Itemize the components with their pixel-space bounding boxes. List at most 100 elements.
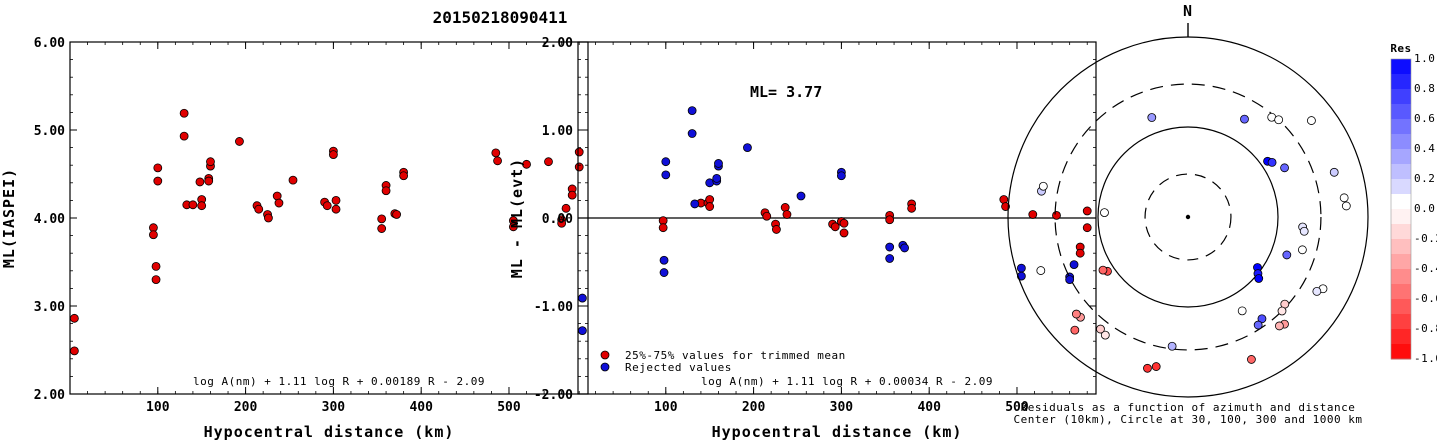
left-data-point (377, 214, 387, 224)
colorbar-segment (1391, 239, 1411, 255)
middle-rejected-point (659, 255, 669, 265)
left-data-point (522, 159, 531, 169)
left-data-point (151, 261, 161, 271)
left-data-point (322, 201, 332, 211)
middle-trimmed-point (830, 222, 840, 232)
left-data-point (188, 200, 198, 210)
north-label: N (1183, 2, 1193, 20)
left-data-point (151, 275, 161, 285)
colorbar-title: Res (1390, 42, 1411, 55)
station-residual-marker (1151, 362, 1161, 371)
left-data-point (377, 224, 387, 233)
left-data-point (544, 157, 553, 167)
station-residual-marker (1254, 274, 1264, 283)
middle-formula: log A(nm) + 1.11 log R + 0.00034 R - 2.0… (701, 375, 993, 388)
left-data-point (574, 162, 584, 172)
left-data-point (153, 163, 163, 173)
station-residual-marker (1274, 321, 1284, 331)
left-y-tick-label: 5.00 (34, 124, 65, 139)
middle-rejected-point (661, 170, 671, 180)
colorbar-segment (1391, 224, 1411, 240)
left-data-point (206, 157, 215, 167)
station-residual-marker (1247, 355, 1256, 364)
station-residual-marker (1070, 325, 1080, 335)
station-residual-marker (1297, 245, 1307, 255)
middle-x-tick-label: 300 (830, 400, 854, 415)
station-residual-marker (1312, 286, 1322, 296)
middle-rejected-point (885, 254, 895, 263)
left-data-point (328, 150, 338, 160)
left-data-point (399, 171, 409, 181)
left-data-point (557, 218, 567, 228)
colorbar-segment (1391, 329, 1411, 345)
middle-rejected-point (885, 242, 895, 252)
left-data-point (264, 213, 273, 223)
colorbar-segment (1391, 74, 1411, 90)
colorbar-tick-label: -0.8 (1414, 322, 1437, 335)
colorbar-segment (1391, 269, 1411, 285)
middle-trimmed-point (705, 202, 715, 211)
station-residual-marker (1277, 306, 1287, 316)
left-data-point (331, 195, 341, 205)
left-data-point (491, 148, 501, 158)
colorbar-segment (1391, 314, 1411, 330)
middle-rejected-point (659, 268, 669, 277)
legend-marker (600, 350, 610, 360)
colorbar-segment (1391, 284, 1411, 300)
colorbar-segment (1391, 179, 1411, 195)
colorbar-segment (1391, 89, 1411, 105)
colorbar-tick-label: 0.8 (1414, 82, 1435, 95)
colorbar-tick-label: 0.0 (1414, 202, 1435, 215)
middle-trimmed-point (1028, 210, 1038, 219)
middle-y-tick-label: -1.00 (534, 300, 573, 315)
left-x-tick-label: 300 (322, 400, 346, 415)
left-data-point (392, 210, 402, 219)
left-data-point (69, 346, 79, 356)
station-residual-marker (1282, 250, 1292, 260)
left-x-tick-label: 500 (497, 400, 521, 415)
left-data-point (274, 198, 284, 208)
station-residual-marker (1038, 181, 1048, 191)
middle-trimmed-point (1052, 210, 1061, 220)
colorbar-tick-label: -0.4 (1414, 262, 1437, 275)
left-data-point (69, 313, 79, 323)
left-data-point (381, 186, 391, 196)
colorbar-segment (1391, 119, 1411, 135)
colorbar-tick-label: -0.2 (1414, 232, 1437, 245)
ml-annotation: ML= 3.77 (750, 83, 822, 101)
colorbar-tick-label: 1.0 (1414, 52, 1435, 65)
station-residual-marker (1036, 266, 1046, 275)
polar-center-dot (1185, 214, 1191, 220)
colorbar-tick-label: 0.2 (1414, 172, 1435, 185)
station-residual-marker (1167, 341, 1177, 351)
middle-x-axis-label: Hypocentral distance (km) (712, 423, 963, 441)
middle-y-axis-label: ML - ML(evt) (508, 158, 526, 278)
left-data-point (235, 137, 244, 146)
middle-rejected-point (1069, 260, 1079, 270)
colorbar-frame (1390, 58, 1412, 360)
polar-ring-300km (1054, 83, 1322, 351)
station-residual-marker (1339, 193, 1349, 203)
station-residual-marker (1329, 167, 1339, 177)
middle-y-tick-label: 2.00 (542, 36, 573, 51)
middle-trimmed-point (1075, 248, 1085, 258)
legend-label: 25%-75% values for trimmed mean (625, 349, 846, 362)
left-y-tick-label: 2.00 (34, 388, 65, 403)
station-residual-marker (1280, 163, 1289, 173)
colorbar-tick-label: -1.0 (1414, 352, 1437, 365)
middle-rejected-point (690, 199, 700, 209)
middle-trimmed-point (658, 223, 668, 233)
left-formula: log A(nm) + 1.11 log R + 0.00189 R - 2.0… (193, 375, 485, 388)
station-residual-marker (1274, 115, 1284, 125)
middle-rejected-point (714, 159, 723, 168)
middle-trimmed-point (839, 218, 849, 228)
middle-rejected-point (1065, 275, 1075, 285)
middle-trimmed-point (1082, 206, 1092, 216)
station-residual-marker (1307, 116, 1316, 125)
middle-trimmed-point (907, 203, 917, 213)
station-residual-marker (1071, 309, 1081, 319)
left-y-tick-label: 4.00 (34, 212, 65, 227)
left-data-point (197, 201, 207, 211)
colorbar-segment (1391, 164, 1411, 180)
